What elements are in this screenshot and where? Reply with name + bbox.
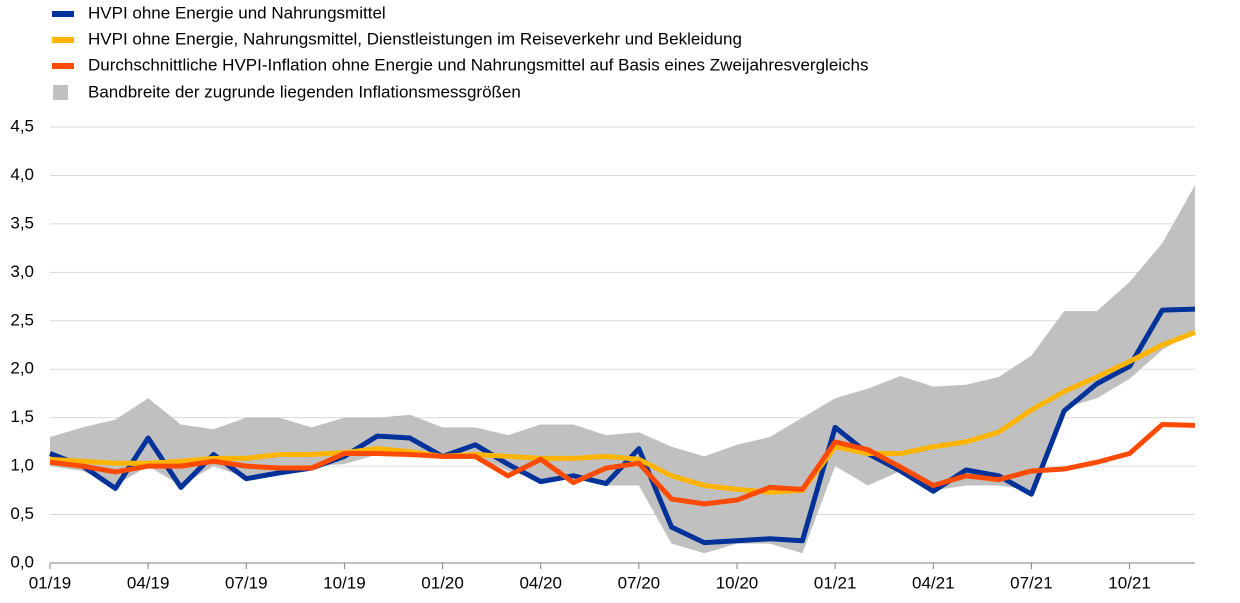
y-tick-label: 3,5: [10, 213, 34, 232]
x-tick-label: 07/21: [1010, 573, 1053, 592]
y-tick-label: 2,5: [10, 310, 34, 329]
y-tick-label: 1,0: [10, 456, 34, 475]
y-tick-label: 2,0: [10, 359, 34, 378]
series-line: [49, 421, 1196, 507]
x-tick-label: 01/21: [814, 573, 857, 592]
y-tick-label: 0,0: [10, 552, 34, 571]
legend-swatch: [53, 85, 68, 100]
legend-label: Durchschnittliche HVPI-Inflation ohne En…: [88, 55, 869, 74]
x-tick-label: 07/20: [618, 573, 661, 592]
legend-swatch: [52, 63, 74, 69]
legend-swatch: [52, 37, 74, 43]
x-tick-label: 04/20: [519, 573, 562, 592]
x-tick-label: 04/19: [127, 573, 170, 592]
legend-label: Bandbreite der zugrunde liegenden Inflat…: [88, 82, 521, 101]
x-tick-label: 01/20: [421, 573, 464, 592]
legend-label: HVPI ohne Energie, Nahrungsmittel, Diens…: [88, 29, 742, 48]
x-tick-label: 01/19: [29, 573, 72, 592]
legend-label: HVPI ohne Energie und Nahrungsmittel: [88, 3, 386, 22]
y-tick-label: 4,5: [10, 116, 34, 135]
x-tick-label: 07/19: [225, 573, 268, 592]
x-tick-label: 10/21: [1108, 573, 1151, 592]
series-line: [49, 330, 1196, 495]
x-tick-label: 04/21: [912, 573, 955, 592]
x-tick-label: 10/20: [716, 573, 759, 592]
y-tick-label: 3,0: [10, 262, 34, 281]
y-tick-label: 0,5: [10, 504, 34, 523]
legend-swatch: [52, 11, 74, 17]
x-tick-label: 10/19: [323, 573, 366, 592]
y-tick-label: 1,5: [10, 407, 34, 426]
y-tick-label: 4,0: [10, 165, 34, 184]
